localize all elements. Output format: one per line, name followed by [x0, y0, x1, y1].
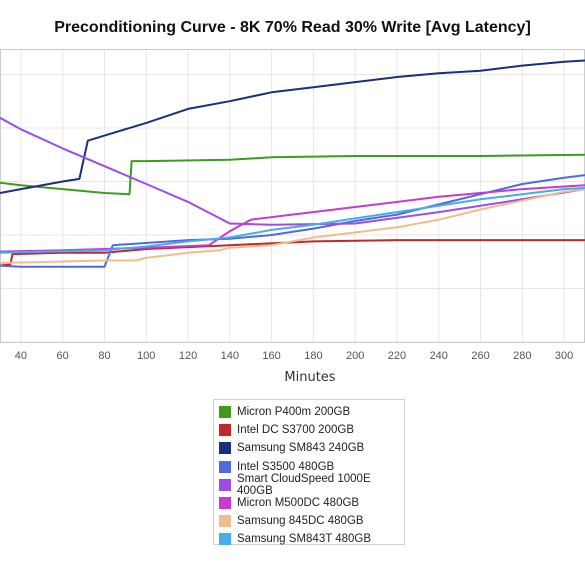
legend-item[interactable]: Micron P400m 200GB — [214, 403, 404, 421]
legend-label: Samsung SM843 240GB — [237, 442, 365, 455]
x-tick-label: 40 — [15, 350, 27, 362]
legend-label: Smart CloudSpeed 1000E 400GB — [237, 472, 371, 497]
legend-item[interactable]: Samsung SM843T 480GB — [214, 530, 404, 548]
x-tick-label: 160 — [262, 350, 280, 362]
legend-swatch — [219, 515, 231, 528]
legend-item[interactable]: Smart CloudSpeed 1000E 400GB — [214, 472, 404, 497]
x-tick-label: 60 — [57, 350, 69, 362]
x-tick-label: 180 — [304, 350, 322, 362]
x-tick-label: 200 — [346, 350, 364, 362]
legend-item[interactable]: Intel S3500 480GB — [214, 458, 404, 476]
series-line-5 — [0, 184, 585, 253]
series-line-7 — [0, 186, 585, 254]
series-layer — [0, 59, 585, 268]
series-line-2 — [0, 59, 585, 194]
legend-swatch — [219, 442, 231, 455]
legend-item[interactable]: Samsung 845DC 480GB — [214, 512, 404, 530]
x-axis-label: Minutes — [284, 370, 336, 385]
x-tick-label: 280 — [513, 350, 531, 362]
legend-label: Micron M500DC 480GB — [237, 497, 360, 510]
grid — [0, 49, 585, 343]
legend-swatch — [219, 406, 231, 419]
legend-label: Samsung SM843T 480GB — [237, 533, 372, 546]
series-line-1 — [0, 239, 585, 267]
legend-label: Intel DC S3700 200GB — [237, 424, 354, 437]
legend-label: Samsung 845DC 480GB — [237, 515, 364, 528]
legend-swatch — [219, 478, 231, 491]
series-line-0 — [0, 153, 585, 196]
legend-label: Micron P400m 200GB — [237, 406, 351, 419]
legend-label: Intel S3500 480GB — [237, 460, 335, 473]
x-tick-label: 220 — [388, 350, 406, 362]
x-tick-label: 140 — [221, 350, 239, 362]
series-line-6 — [0, 188, 585, 264]
x-tick-label: 80 — [98, 350, 110, 362]
x-tick-label: 300 — [555, 350, 573, 362]
series-line-4 — [0, 116, 585, 226]
x-tick-labels: 40 60 80 100 120 140 160 180 200 220 240 260 280 300 — [15, 350, 574, 362]
legend-swatch — [219, 424, 231, 437]
legend-item[interactable]: Intel DC S3700 200GB — [214, 421, 404, 439]
x-tick-label: 260 — [471, 350, 489, 362]
x-tick-label: 120 — [179, 350, 197, 362]
plot-frame — [0, 49, 585, 343]
legend: Micron P400m 200GB Intel DC S3700 200GB Sa… — [213, 399, 405, 548]
x-tick-label: 100 — [137, 350, 155, 362]
legend-item[interactable]: Micron M500DC 480GB — [214, 494, 404, 512]
legend-item[interactable]: Samsung SM843 240GB — [214, 439, 404, 457]
legend-swatch — [219, 533, 231, 546]
chart-title: Preconditioning Curve - 8K 70% Read 30% … — [54, 19, 531, 36]
x-tick-label: 240 — [430, 350, 448, 362]
legend-swatch — [219, 497, 231, 510]
legend-swatch — [219, 460, 231, 473]
